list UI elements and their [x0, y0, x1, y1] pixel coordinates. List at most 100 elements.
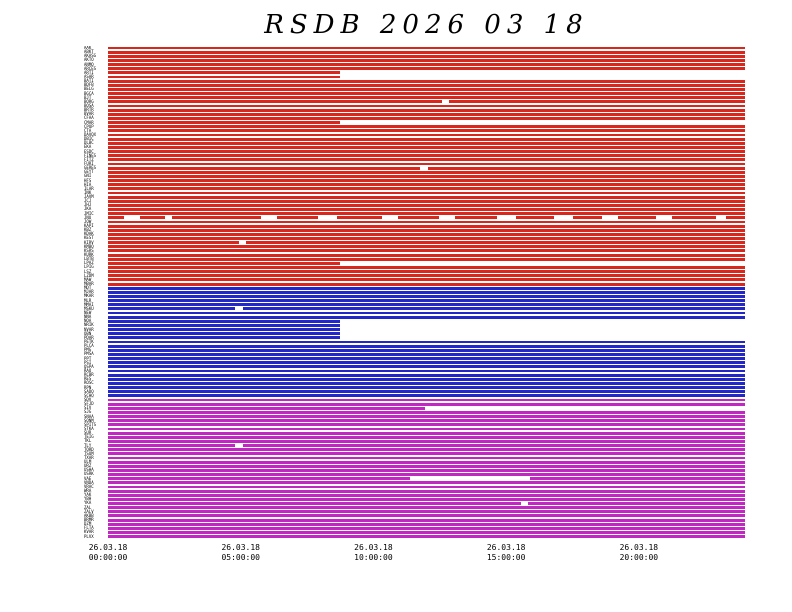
availability-segment	[397, 216, 440, 220]
row-label: DZM	[84, 521, 92, 527]
data-row	[108, 460, 745, 464]
row-label: NEW	[84, 310, 92, 315]
availability-segment	[108, 75, 340, 79]
availability-segment	[108, 187, 745, 191]
availability-segment	[108, 311, 745, 315]
availability-segment	[573, 216, 602, 220]
row-label: ARCES	[84, 65, 97, 71]
row-label: ARTI	[84, 69, 94, 75]
data-row	[108, 83, 745, 87]
data-row	[108, 207, 745, 211]
availability-segment	[108, 208, 745, 211]
row-label: ABKT	[84, 49, 94, 55]
data-row	[108, 265, 745, 269]
row-label: ROSC	[84, 380, 94, 386]
data-row	[108, 319, 745, 323]
x-axis-tick-label: 26.03.18 00:00:00	[89, 543, 128, 562]
availability-segment	[108, 100, 443, 104]
data-row	[108, 108, 745, 112]
row-label: TSUM	[84, 450, 94, 456]
row-label: QSPA	[84, 363, 94, 369]
row-label: GERES	[84, 165, 97, 171]
data-row	[108, 145, 745, 149]
availability-segment	[108, 427, 745, 431]
row-label: SNAA	[84, 413, 94, 419]
availability-segment	[108, 315, 745, 319]
data-row	[108, 71, 745, 75]
availability-segment	[108, 419, 745, 423]
availability-segment	[108, 59, 745, 62]
data-row	[108, 365, 745, 369]
row-label: PDAR	[84, 334, 94, 340]
row-label: NNA	[84, 314, 92, 320]
availability-segment	[108, 510, 745, 514]
tick-date: 26.03.18	[486, 543, 526, 552]
availability-segment	[448, 100, 745, 104]
row-label: LPAZ	[84, 260, 94, 266]
availability-segment	[108, 71, 340, 75]
data-row	[108, 485, 745, 489]
row-label: KAPI	[84, 223, 94, 229]
availability-segment	[108, 96, 745, 100]
row-label: LSZ	[84, 268, 92, 274]
data-row	[108, 415, 745, 419]
row-label: FURI	[84, 160, 94, 166]
row-label: EKA	[84, 144, 92, 150]
row-label: TORD	[84, 446, 94, 452]
data-row	[108, 249, 745, 253]
row-label: ILAR	[84, 185, 94, 191]
row-label: JNU	[84, 214, 92, 220]
data-row	[108, 526, 745, 530]
data-row	[108, 63, 745, 67]
data-row	[108, 323, 745, 327]
availability-segment	[108, 452, 745, 456]
availability-segment	[108, 270, 745, 274]
row-label: JAVM	[84, 194, 94, 200]
row-label: DLBC	[84, 140, 94, 146]
data-row	[108, 216, 745, 220]
data-row	[108, 514, 745, 518]
availability-segment	[139, 216, 166, 220]
availability-segment	[108, 369, 745, 373]
row-label: FLTA	[84, 525, 94, 531]
data-row	[108, 497, 745, 501]
row-label: JHJ	[84, 202, 92, 208]
availability-segment	[108, 514, 745, 518]
row-label: FINES	[84, 152, 97, 158]
availability-segment	[108, 237, 745, 240]
row-label: BGCA	[84, 90, 94, 96]
availability-segment	[108, 324, 340, 327]
row-label: ULM	[84, 459, 92, 465]
data-row	[108, 241, 745, 245]
data-row	[108, 328, 745, 332]
availability-segment	[108, 485, 745, 489]
availability-segment	[243, 307, 745, 311]
availability-segment	[108, 522, 745, 526]
row-label: DAVOX	[84, 131, 97, 137]
data-row	[108, 54, 745, 58]
availability-segment	[108, 464, 745, 468]
row-label: SUR	[84, 430, 92, 436]
row-label: KDAK	[84, 231, 94, 237]
data-row	[108, 332, 745, 336]
data-row	[108, 472, 745, 476]
availability-segment	[108, 402, 745, 406]
row-label: HFS	[84, 177, 92, 183]
row-label: VRAC	[84, 483, 94, 489]
data-row	[108, 386, 745, 390]
data-row	[108, 518, 745, 522]
availability-segment	[108, 415, 745, 418]
data-row	[108, 166, 745, 170]
row-label: CPUP	[84, 123, 94, 129]
availability-segment	[108, 88, 745, 91]
availability-segment	[108, 150, 745, 153]
tick-time: 15:00:00	[486, 552, 526, 562]
availability-segment	[108, 212, 745, 216]
availability-segment	[108, 336, 340, 340]
row-label: PLVX	[84, 533, 94, 539]
tick-date: 26.03.18	[354, 543, 393, 552]
availability-segment	[108, 431, 745, 435]
data-row	[108, 100, 745, 104]
availability-segment	[108, 261, 340, 265]
data-row	[108, 390, 745, 394]
